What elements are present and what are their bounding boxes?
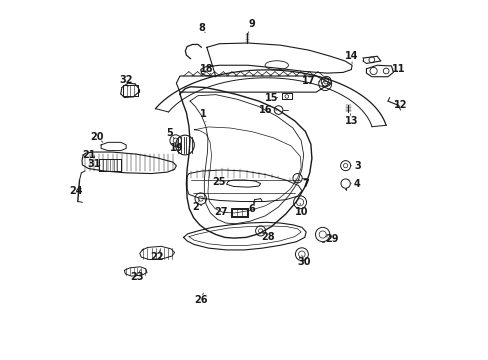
Text: 21: 21 (81, 150, 95, 160)
Text: 11: 11 (391, 64, 405, 74)
Text: 3: 3 (350, 161, 360, 171)
Text: 30: 30 (296, 255, 310, 267)
Text: 15: 15 (264, 93, 278, 103)
Text: 9: 9 (247, 19, 255, 33)
Text: 5: 5 (165, 129, 174, 139)
Text: 22: 22 (150, 250, 163, 262)
Text: 1: 1 (200, 109, 206, 122)
Text: 28: 28 (261, 232, 274, 242)
Text: 29: 29 (325, 234, 338, 244)
Text: 17: 17 (302, 76, 318, 86)
Text: 19: 19 (169, 143, 183, 153)
Text: 10: 10 (295, 203, 308, 217)
Text: 16: 16 (259, 105, 276, 115)
Text: 26: 26 (194, 293, 208, 305)
Text: 23: 23 (130, 270, 143, 282)
Text: 31: 31 (87, 159, 101, 169)
Text: 12: 12 (393, 100, 407, 110)
Text: 20: 20 (91, 132, 104, 142)
Text: 24: 24 (69, 186, 82, 196)
Text: 18: 18 (200, 64, 213, 74)
Text: 7: 7 (298, 179, 308, 189)
Text: 6: 6 (248, 202, 255, 214)
Text: 2: 2 (192, 200, 199, 212)
Text: 14: 14 (345, 51, 358, 63)
Text: 32: 32 (119, 75, 133, 87)
Text: 25: 25 (212, 177, 225, 187)
Text: 27: 27 (214, 207, 227, 217)
Text: 4: 4 (350, 179, 360, 189)
Text: 13: 13 (345, 114, 358, 126)
Text: 8: 8 (198, 23, 205, 33)
